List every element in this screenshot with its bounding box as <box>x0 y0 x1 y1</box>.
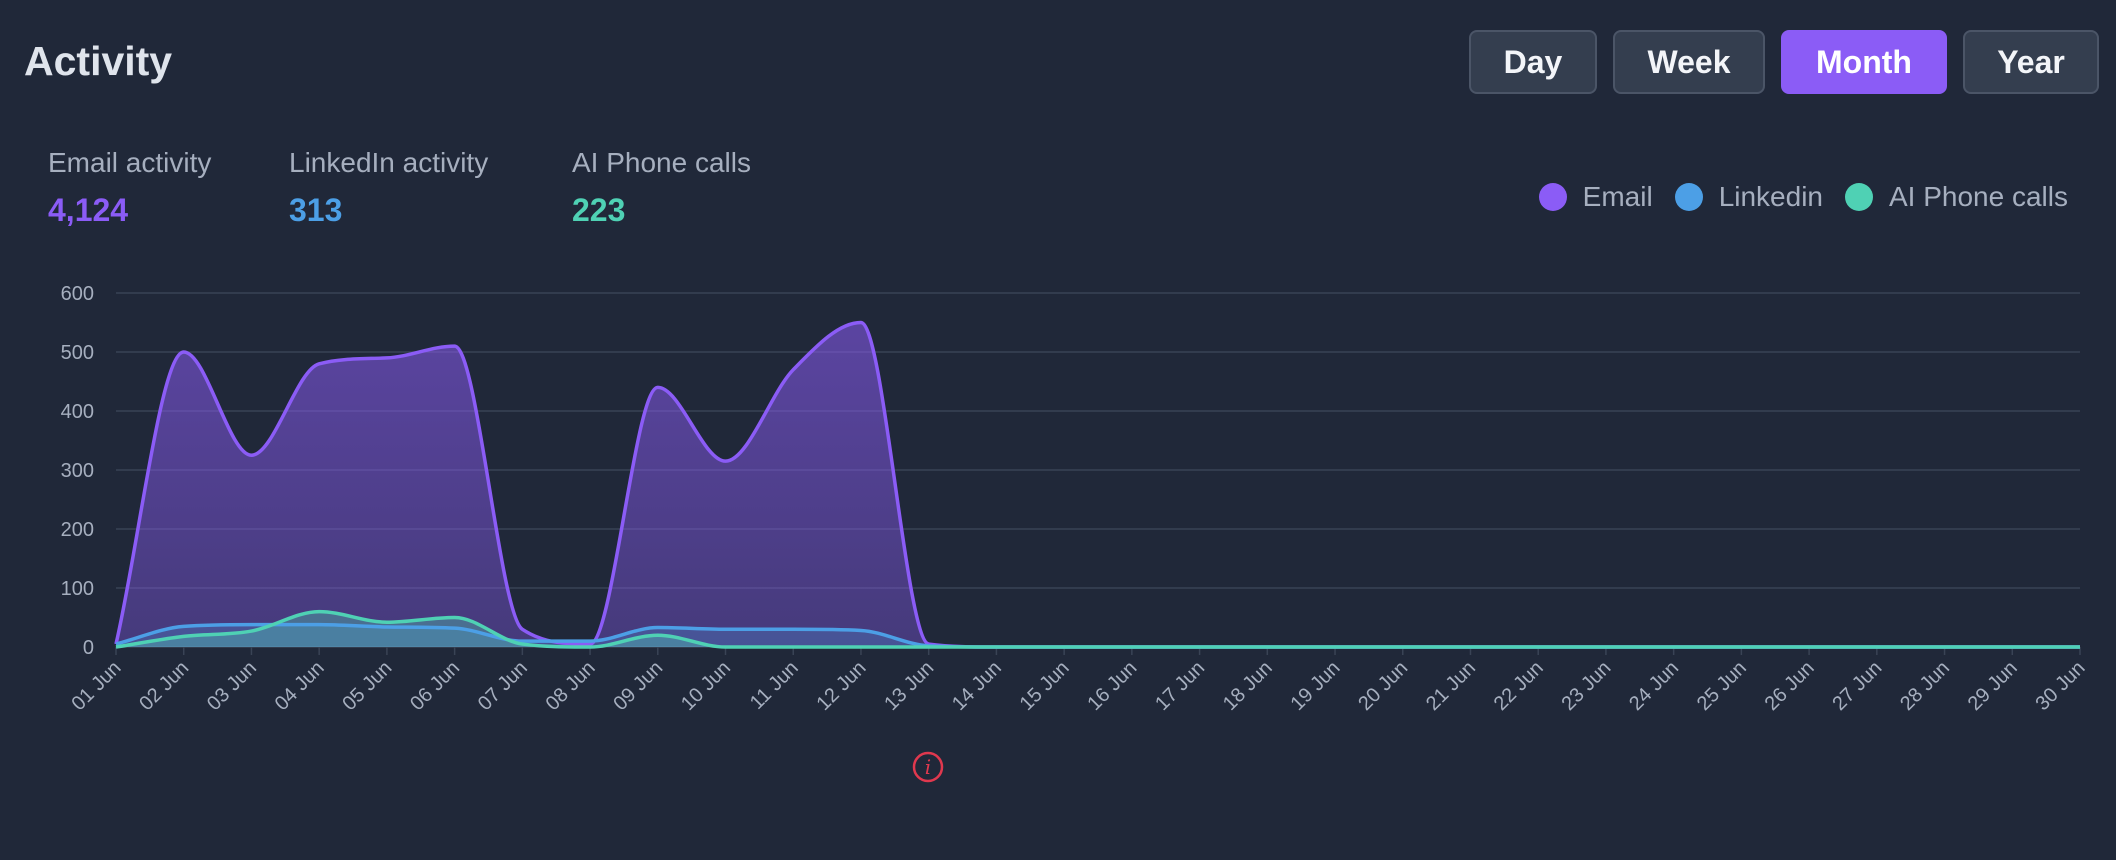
range-day-button[interactable]: Day <box>1469 30 1597 94</box>
x-tick-label: 21 Jun <box>1422 657 1480 715</box>
range-selector: Day Week Month Year <box>1469 30 2099 94</box>
x-tick-label: 19 Jun <box>1287 657 1345 715</box>
x-tick-label: 03 Jun <box>203 657 261 715</box>
svg-text:i: i <box>925 755 931 779</box>
stat-linkedin: LinkedIn activity 313 <box>289 146 488 230</box>
x-tick-label: 29 Jun <box>1964 657 2022 715</box>
range-month-button[interactable]: Month <box>1781 30 1947 94</box>
range-year-button[interactable]: Year <box>1963 30 2099 94</box>
stat-email-label: Email activity <box>48 147 212 178</box>
y-tick-label: 400 <box>61 401 94 423</box>
legend-item-email[interactable]: Email <box>1538 180 1653 214</box>
x-tick-label: 06 Jun <box>406 657 464 715</box>
x-tick-label: 23 Jun <box>1557 657 1615 715</box>
info-icon[interactable]: i <box>912 751 944 783</box>
x-tick-label: 13 Jun <box>880 657 938 715</box>
x-tick-label: 22 Jun <box>1490 657 1548 715</box>
legend-dot-linkedin <box>1674 183 1703 211</box>
x-tick-label: 16 Jun <box>1083 657 1141 715</box>
x-tick-label: 20 Jun <box>1354 657 1412 715</box>
legend-item-linkedin[interactable]: Linkedin <box>1674 180 1823 214</box>
stat-linkedin-label: LinkedIn activity <box>289 147 489 178</box>
chart-lines <box>114 320 2080 649</box>
x-tick-label: 08 Jun <box>542 657 600 715</box>
x-tick-label: 17 Jun <box>1151 657 1209 715</box>
x-tick-label: 05 Jun <box>338 657 396 715</box>
x-tick-label: 02 Jun <box>135 657 193 715</box>
stat-ai-calls: AI Phone calls 223 <box>572 146 751 230</box>
stat-email-value: 4,124 <box>48 192 129 228</box>
legend-item-ai-calls[interactable]: AI Phone calls <box>1845 180 2068 214</box>
stat-ai-calls-label: AI Phone calls <box>572 147 751 178</box>
y-tick-label: 100 <box>61 578 94 600</box>
x-tick-label: 28 Jun <box>1896 657 1954 715</box>
y-tick-label: 300 <box>61 460 94 482</box>
series-area-linkedin <box>116 624 2080 647</box>
x-tick-label: 04 Jun <box>271 657 329 715</box>
legend-label-ai-calls: AI Phone calls <box>1889 181 2068 212</box>
y-tick-label: 500 <box>61 342 94 364</box>
x-tick-label: 27 Jun <box>1828 657 1886 715</box>
series-area-email <box>116 322 2080 647</box>
x-tick-label: 01 Jun <box>68 657 126 715</box>
y-tick-label: 200 <box>61 519 94 541</box>
x-tick-label: 10 Jun <box>677 657 735 715</box>
x-tick-label: 07 Jun <box>474 657 532 715</box>
stat-ai-calls-value: 223 <box>572 192 626 228</box>
chart-areas <box>116 322 2080 647</box>
legend-dot-ai-calls <box>1845 183 1873 211</box>
chart-legend: Email Linkedin AI Phone calls <box>1517 180 2068 214</box>
legend-label-email: Email <box>1582 181 1653 212</box>
x-tick-label: 26 Jun <box>1761 657 1819 715</box>
y-tick-label: 600 <box>61 283 94 305</box>
x-tick-label: 25 Jun <box>1693 657 1751 715</box>
x-tick-label: 12 Jun <box>812 657 870 715</box>
series-line-ai-phone-calls[interactable] <box>115 609 2080 649</box>
x-tick-label: 14 Jun <box>948 657 1006 715</box>
x-tick-label: 18 Jun <box>1219 657 1277 715</box>
page-title: Activity <box>24 38 173 84</box>
y-tick-label: 0 <box>83 637 94 659</box>
x-tick-label: 15 Jun <box>1016 657 1074 715</box>
legend-label-linkedin: Linkedin <box>1718 181 1823 212</box>
x-tick-label: 30 Jun <box>2032 657 2090 715</box>
series-area-ai-phone-calls <box>116 611 2080 647</box>
x-tick-label: 09 Jun <box>609 657 667 715</box>
range-week-button[interactable]: Week <box>1613 30 1765 94</box>
stat-linkedin-value: 313 <box>289 192 343 228</box>
stat-email: Email activity 4,124 <box>48 146 211 230</box>
legend-dot-email <box>1538 183 1567 211</box>
x-tick-label: 11 Jun <box>746 657 803 714</box>
x-tick-label: 24 Jun <box>1625 657 1683 715</box>
